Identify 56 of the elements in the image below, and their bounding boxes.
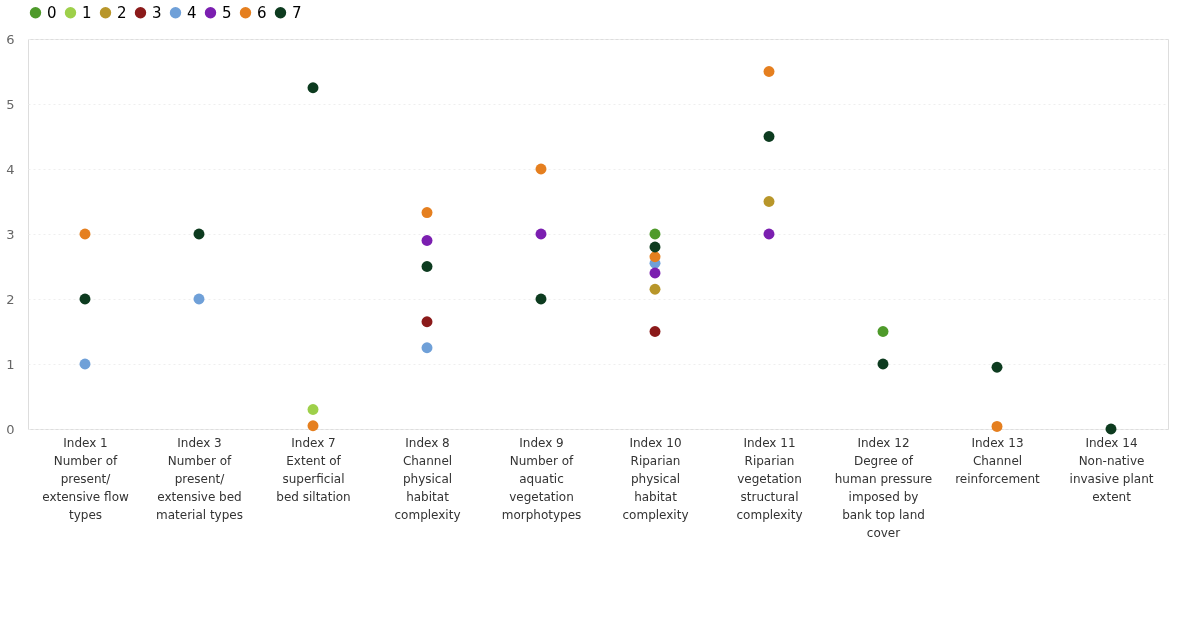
point xyxy=(649,267,661,279)
legend-label: 2 xyxy=(117,3,127,22)
point xyxy=(307,420,319,432)
x-tick-label: Index 11 Riparian vegetation structural complexity xyxy=(736,435,803,522)
legend-label: 5 xyxy=(222,3,232,22)
point xyxy=(763,66,775,77)
x-tick-label: Index 13 Channel reinforcement xyxy=(955,435,1041,486)
x-tick-label: Index 7 Extent of superficial bed siltation xyxy=(276,435,351,504)
point xyxy=(421,207,433,219)
y-tick-label: 1 xyxy=(6,356,15,372)
y-tick-label: 2 xyxy=(6,291,15,307)
legend-label: 4 xyxy=(187,3,197,22)
point xyxy=(307,82,319,94)
y-tick-label: 4 xyxy=(6,161,15,177)
point xyxy=(421,316,433,328)
legend-label: 3 xyxy=(152,3,162,22)
point xyxy=(307,404,319,415)
point xyxy=(649,241,661,253)
point xyxy=(649,251,661,263)
y-tick-label: 0 xyxy=(6,421,15,437)
legend-label: 1 xyxy=(82,3,92,22)
x-tick-label: Index 3 Number of present/extensive bed material types xyxy=(156,435,243,522)
point xyxy=(877,358,889,370)
point xyxy=(1105,423,1117,435)
point xyxy=(763,228,775,240)
point xyxy=(877,326,889,337)
legend-label: 0 xyxy=(47,3,57,22)
point xyxy=(79,358,91,370)
point xyxy=(763,196,775,207)
y-tick-label: 6 xyxy=(6,31,15,47)
x-tick-label: Index 14 Non-native invasive plant extent xyxy=(1069,435,1154,504)
point xyxy=(79,293,91,305)
point xyxy=(535,293,547,305)
point xyxy=(763,131,775,142)
point xyxy=(421,342,433,354)
x-tick-label: Index 1 Number of present/extensive flow types xyxy=(42,435,129,522)
legend-label: 7 xyxy=(292,3,302,22)
x-tick-label: Index 12 Degree of human pressure imposed by bank top land cover xyxy=(834,435,933,540)
x-tick-label: Index 9 Number of aquatic vegetation morphotypes xyxy=(501,435,582,522)
y-tick-label: 3 xyxy=(6,226,15,242)
y-tick-label: 5 xyxy=(6,96,15,112)
point xyxy=(535,228,547,240)
legend-label: 6 xyxy=(257,3,267,22)
x-tick-label: Index 8 Channel physical habitat complexity xyxy=(394,435,461,522)
point xyxy=(421,235,433,246)
point xyxy=(991,361,1003,373)
point xyxy=(421,261,433,272)
point xyxy=(79,228,91,240)
point xyxy=(649,228,661,240)
point xyxy=(649,326,661,337)
point xyxy=(649,283,661,295)
point xyxy=(193,228,205,240)
point xyxy=(991,420,1003,432)
point xyxy=(193,293,205,305)
x-tick-label: Index 10 Riparian physical habitat complexity xyxy=(622,435,689,522)
point xyxy=(535,163,547,175)
